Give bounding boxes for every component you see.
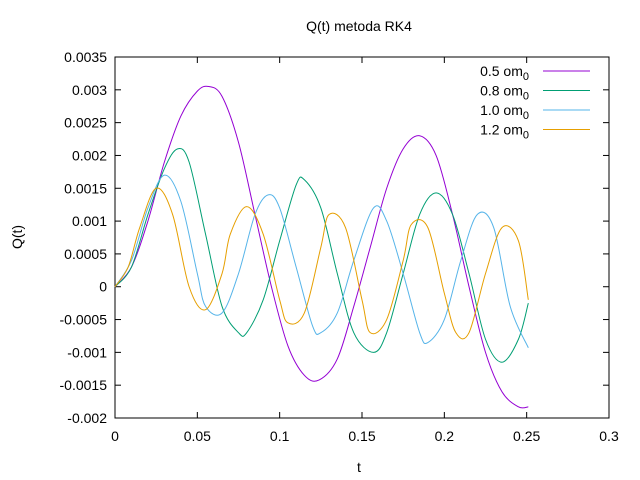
chart-title: Q(t) metoda RK4: [306, 18, 412, 34]
y-tick-label: 0.002: [72, 147, 107, 163]
y-tick-label: 0: [99, 279, 107, 295]
x-tick-label: 0.15: [348, 428, 375, 444]
y-tick-label: -0.001: [67, 344, 107, 360]
series-line: [114, 147, 529, 363]
y-tick-label: -0.0005: [60, 312, 108, 328]
y-tick-label: 0.001: [72, 213, 107, 229]
legend-label-subscript: 0: [523, 110, 529, 122]
y-tick-label: 0.0025: [64, 115, 107, 131]
y-tick-label: 0.0005: [64, 246, 107, 262]
y-tick-label: -0.002: [67, 410, 107, 426]
legend-label-subscript: 0: [523, 71, 529, 83]
y-axis-label: Q(t): [9, 225, 25, 249]
x-axis-label: t: [357, 459, 361, 475]
x-tick-label: 0.1: [270, 428, 290, 444]
legend-label: 0.8 om0: [480, 83, 529, 103]
x-tick-label: 0.2: [435, 428, 455, 444]
plot-frame: [114, 56, 610, 419]
x-tick-label: 0.3: [599, 428, 619, 444]
x-tick-label: 0.05: [184, 428, 211, 444]
legend-label: 0.5 om0: [480, 63, 529, 83]
series-line: [114, 187, 529, 340]
y-tick-label: 0.003: [72, 82, 107, 98]
legend-label-subscript: 0: [523, 130, 529, 142]
y-tick-label: 0.0015: [64, 180, 107, 196]
x-tick-label: 0.25: [513, 428, 540, 444]
plot-area: -0.002 -0.0015 -0.001 -0.0005 0 0.0005 0.001 0.…: [60, 49, 619, 444]
legend-label: 1.2 om0: [480, 122, 529, 142]
series-line: [114, 85, 529, 409]
legend-label: 1.0 om0: [480, 102, 529, 122]
legend-label-subscript: 0: [523, 91, 529, 103]
series-line: [114, 174, 529, 348]
x-tick-label: 0: [111, 428, 119, 444]
y-tick-label: -0.0015: [60, 377, 108, 393]
y-tick-label: 0.0035: [64, 49, 107, 65]
